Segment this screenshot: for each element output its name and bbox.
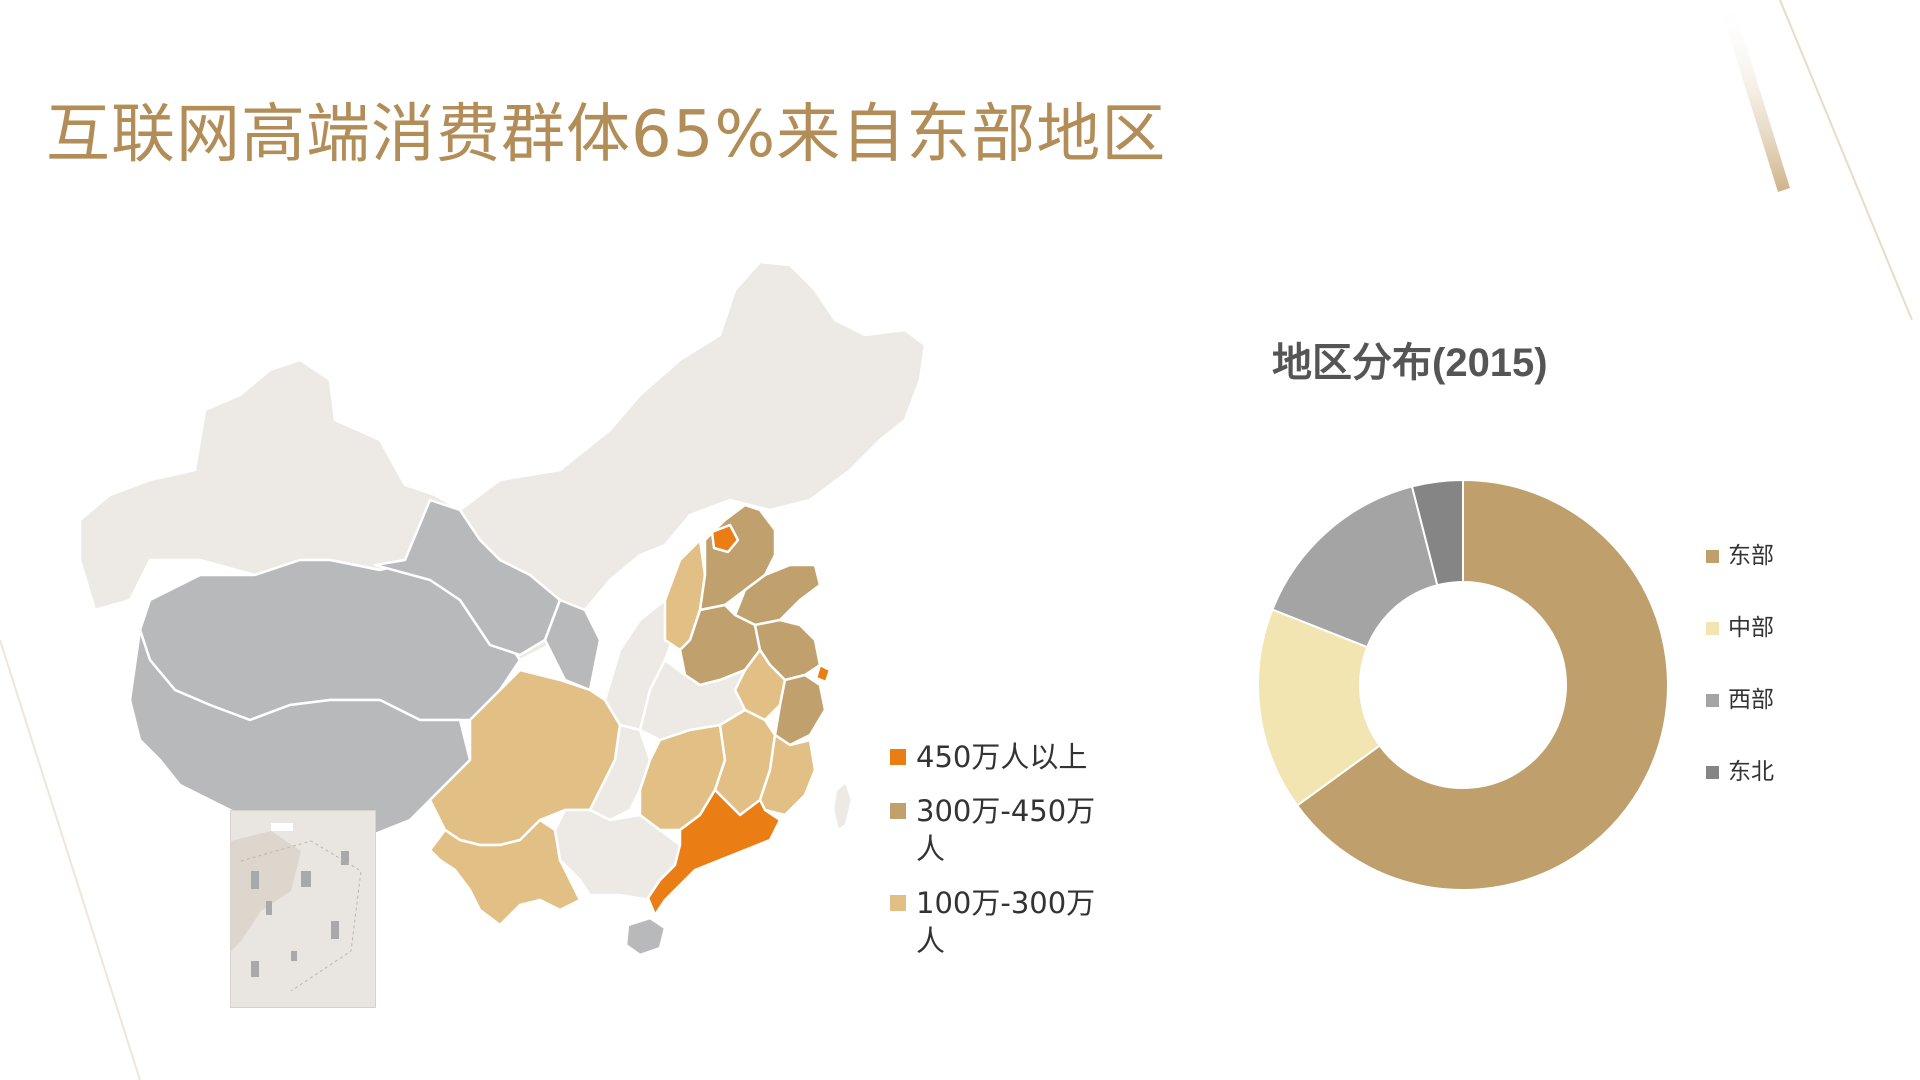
legend-swatch <box>890 895 906 911</box>
gold-thin-line-left <box>0 639 141 1080</box>
donut-legend-label: 东北 <box>1728 759 1774 785</box>
map-legend: 450万人以上 300万-450万人 100万-300万人 <box>890 738 1110 960</box>
donut-chart-title: 地区分布(2015) <box>1272 341 1548 385</box>
map-legend-label: 100万-300万人 <box>916 886 1096 958</box>
donut-legend-item-northeast: 东北 <box>1706 756 1774 788</box>
donut-legend-label: 西部 <box>1728 687 1774 713</box>
donut-slice-east <box>1295 478 1669 891</box>
donut-legend-item-central: 中部 <box>1706 612 1774 644</box>
donut-slice-northeast <box>1410 478 1464 587</box>
map-region-ningxia <box>543 598 602 692</box>
map-legend-item-300-450: 300万-450万人 <box>890 792 1110 868</box>
donut-legend-label: 中部 <box>1728 615 1774 641</box>
south-china-sea-inset <box>230 810 376 1008</box>
china-map <box>78 260 927 957</box>
map-region-beijing <box>710 523 740 554</box>
map-region-hainan <box>624 916 667 957</box>
legend-swatch <box>1706 694 1719 707</box>
map-region-taiwan <box>831 780 854 832</box>
donut-legend: 东部 中部 西部 东北 <box>1706 540 1774 788</box>
map-legend-item-450-plus: 450万人以上 <box>890 738 1110 776</box>
map-legend-label: 300万-450万人 <box>916 794 1096 866</box>
donut-legend-item-east: 东部 <box>1706 540 1774 572</box>
legend-swatch <box>1706 550 1719 563</box>
legend-swatch <box>890 749 906 765</box>
donut-chart <box>1257 478 1669 891</box>
map-region-shanghai <box>814 663 832 684</box>
map-region-guizhou <box>588 723 652 822</box>
donut-legend-label: 东部 <box>1728 543 1774 569</box>
donut-slice-west <box>1271 485 1439 649</box>
map-region-guangdong <box>646 788 782 917</box>
map-legend-label: 450万人以上 <box>916 740 1088 774</box>
map-region-yunnan <box>428 818 582 927</box>
legend-swatch <box>1706 622 1719 635</box>
map-region-gansu <box>373 498 562 657</box>
gold-stripe <box>1718 0 1790 192</box>
map-region-tibet <box>128 628 472 847</box>
map-region-fujian <box>758 733 817 817</box>
legend-swatch <box>890 803 906 819</box>
map-region-zhejiang <box>773 673 827 747</box>
donut-legend-item-west: 西部 <box>1706 684 1774 716</box>
gold-thin-line <box>1779 0 1913 321</box>
legend-swatch <box>1706 766 1719 779</box>
map-legend-item-100-300: 100万-300万人 <box>890 884 1110 960</box>
donut-slice-central <box>1257 608 1382 807</box>
slide-title: 互联网高端消费群体65%来自东部地区 <box>46 98 1167 172</box>
